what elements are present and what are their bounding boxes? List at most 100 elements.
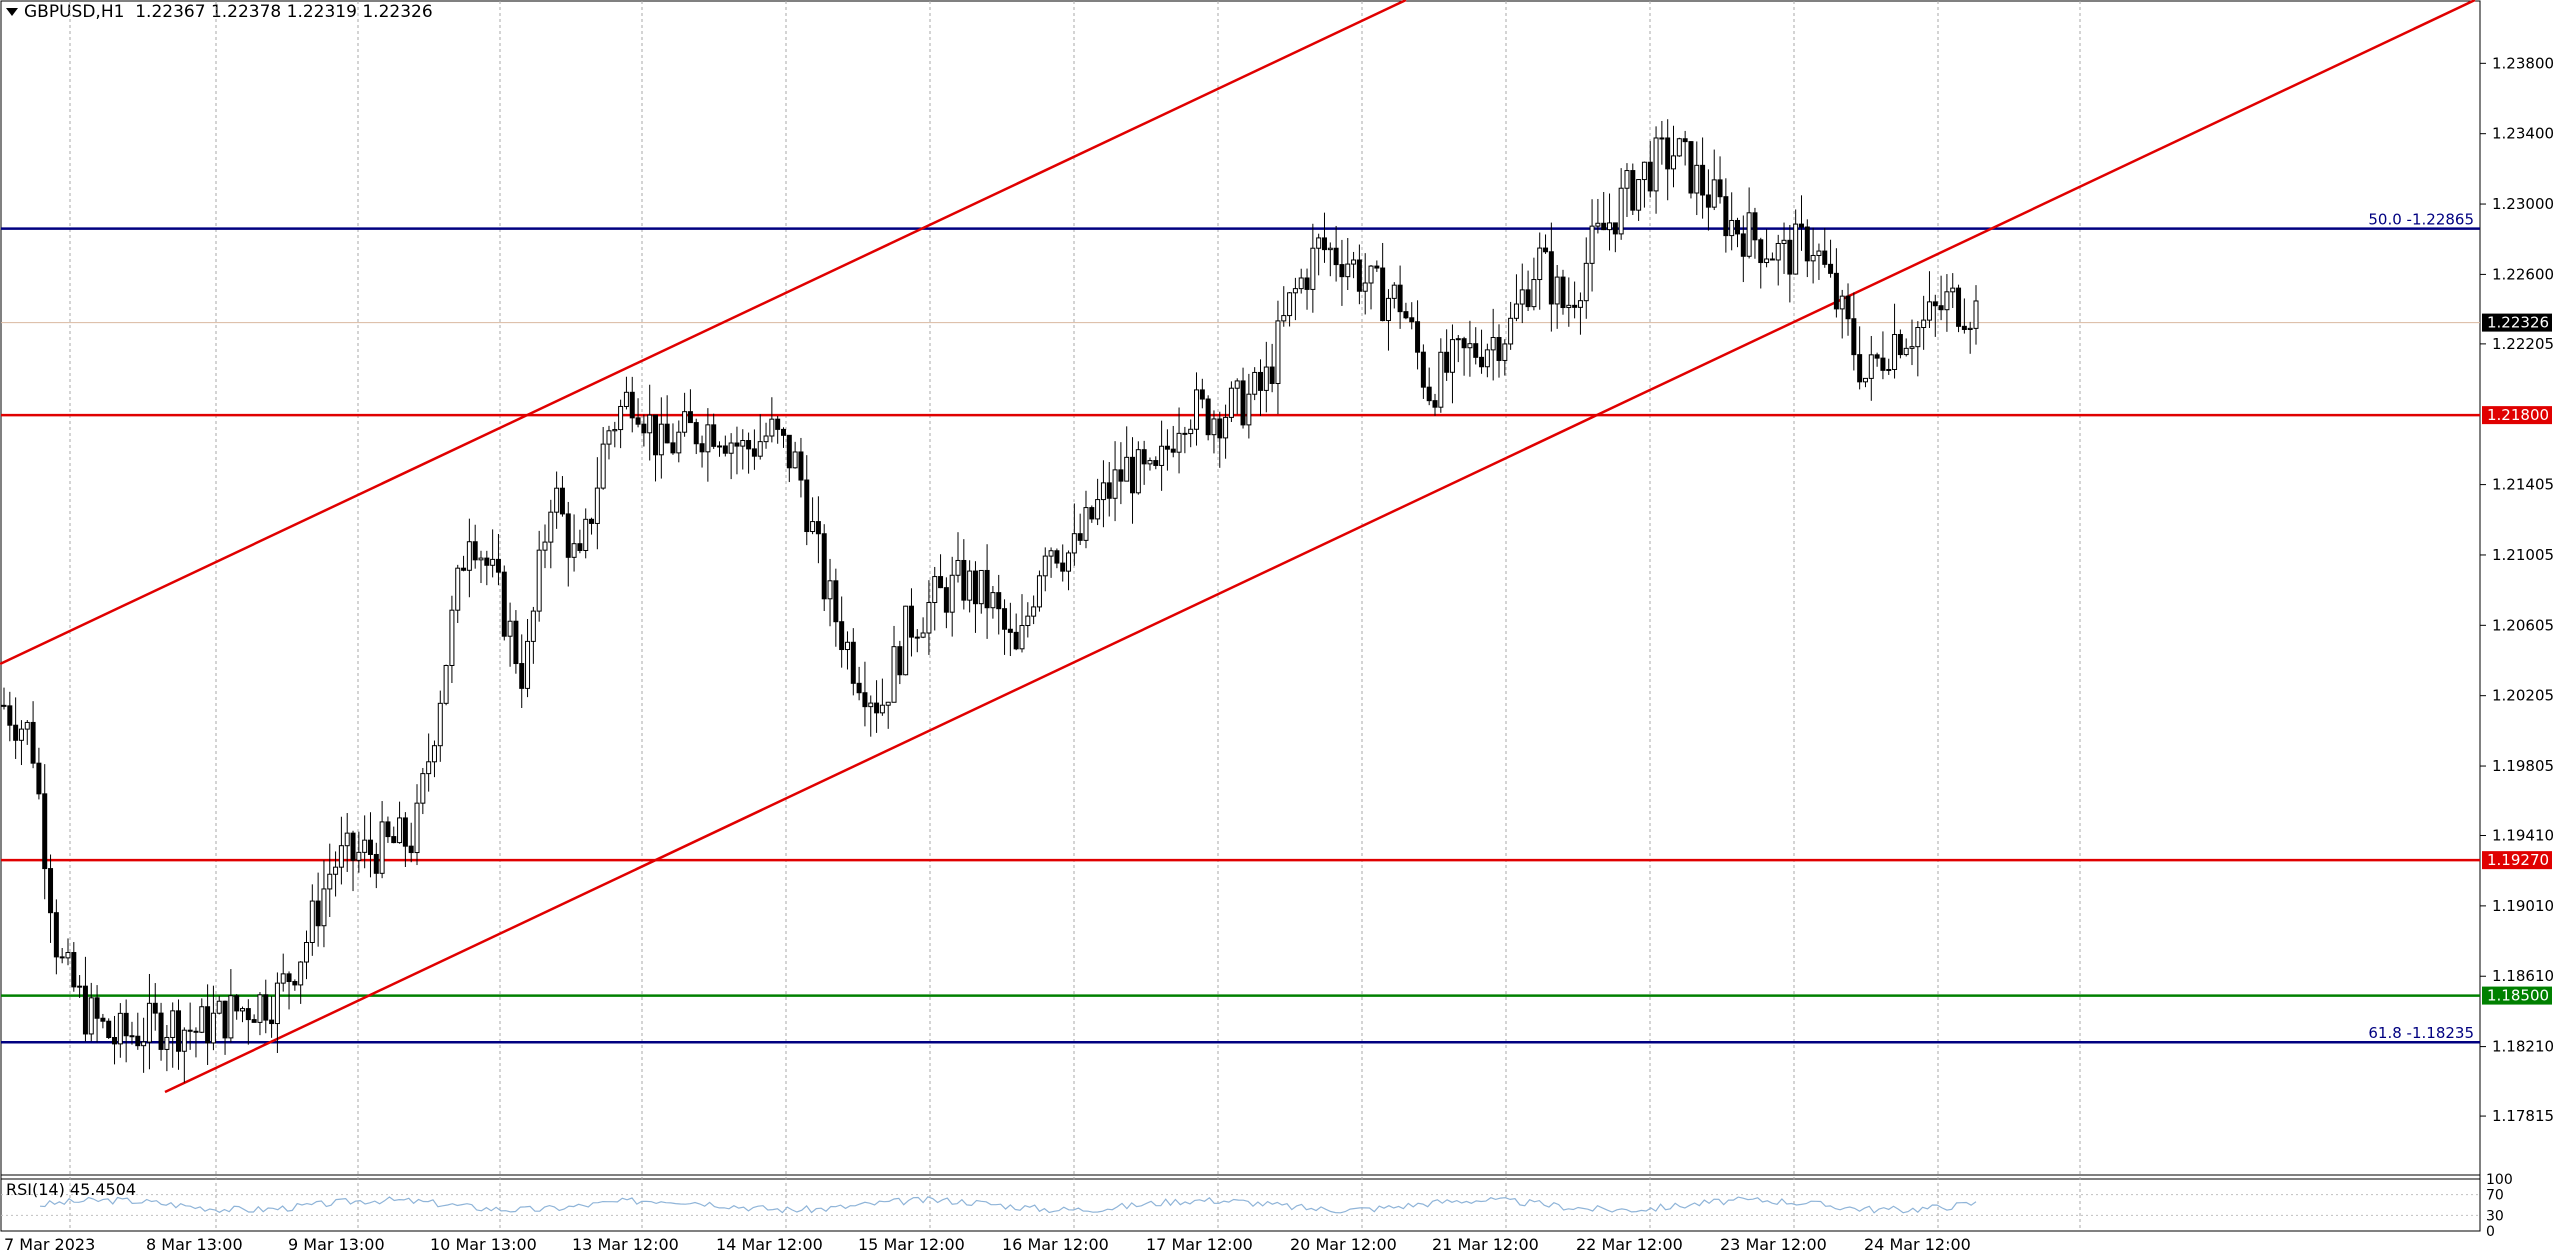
candle-body [181, 1029, 187, 1052]
candle-body [1711, 179, 1717, 208]
candle-body [286, 973, 292, 983]
candle-body [961, 559, 967, 601]
candle-body [269, 1019, 275, 1025]
candle-body [682, 411, 688, 433]
candle-body [1036, 575, 1042, 608]
candle-body [333, 866, 339, 875]
price-label: 1.18610 [2492, 967, 2554, 985]
candle-body [1676, 138, 1682, 157]
candle-body [1961, 325, 1967, 330]
channel-lower-line[interactable] [164, 0, 2476, 1094]
candle-body [1909, 346, 1915, 349]
candle-body [1583, 262, 1589, 302]
candle-body [117, 1012, 123, 1045]
candle-body [1298, 277, 1304, 290]
candle-body [1653, 137, 1659, 192]
chevron-down-icon[interactable] [6, 8, 18, 16]
candle-body [251, 1019, 257, 1023]
candle-body [420, 773, 426, 804]
candle-body [1083, 507, 1089, 541]
price-label: 1.17815 [2492, 1107, 2554, 1125]
candle-body [1106, 482, 1112, 499]
candle-body [1368, 265, 1374, 284]
candle-body [1548, 251, 1554, 305]
candle-body [1868, 354, 1874, 379]
candle-body [1956, 287, 1962, 327]
candle-body [571, 543, 577, 558]
candle-body [1839, 295, 1845, 310]
candle-body [1938, 305, 1944, 311]
candle-body [1665, 137, 1671, 170]
candle-body [862, 692, 868, 708]
candle-body [437, 702, 443, 747]
candle-body [234, 995, 240, 1012]
candle-body [344, 832, 350, 847]
candle-body [1112, 469, 1118, 499]
candle-body [1159, 445, 1165, 466]
candle-body [321, 888, 327, 927]
time-label: 13 Mar 12:00 [572, 1235, 679, 1254]
candle-body [1880, 357, 1886, 371]
price-label: 1.18210 [2492, 1038, 2554, 1056]
price-label: 1.21405 [2492, 476, 2554, 494]
candle-body [821, 533, 827, 600]
candle-body [891, 646, 897, 703]
candle-body [577, 543, 583, 551]
candle-body [1624, 170, 1630, 189]
time-label: 20 Mar 12:00 [1290, 1235, 1397, 1254]
candle-body [1717, 179, 1723, 198]
candle-body [222, 1000, 228, 1039]
price-label: 1.22600 [2492, 265, 2554, 283]
time-label: 9 Mar 13:00 [288, 1235, 385, 1254]
candle-body [1002, 608, 1008, 630]
candle-body [466, 541, 472, 571]
candle-body [996, 592, 1002, 610]
price-label: 1.19805 [2492, 757, 2554, 775]
candle-body [1403, 311, 1409, 319]
time-label: 21 Mar 12:00 [1432, 1235, 1539, 1254]
candle-body [53, 912, 59, 958]
candle-body [94, 997, 100, 1019]
candle-body [705, 424, 711, 453]
candle-body [1118, 469, 1124, 482]
candle-body [1467, 343, 1473, 349]
candle-body [1385, 297, 1391, 322]
chart-frame [0, 0, 2481, 1232]
candle-body [850, 641, 856, 684]
candle-body [629, 391, 635, 419]
candle-body [210, 1012, 216, 1044]
candle-body [1572, 304, 1578, 308]
rsi-axis-label: 70 [2486, 1188, 2504, 1204]
candle-body [205, 1006, 211, 1044]
candle-body [1764, 258, 1770, 264]
candle-body [356, 851, 362, 861]
candle-body [1211, 418, 1217, 436]
candle-body [1636, 179, 1642, 211]
candle-body [932, 576, 938, 604]
candle-body [1310, 247, 1316, 290]
channel-upper-line[interactable] [0, 0, 1407, 666]
candle-body [746, 440, 752, 450]
price-badge [2482, 406, 2552, 425]
candle-body [1153, 460, 1159, 466]
candle-body [769, 418, 775, 437]
candle-body [879, 704, 885, 714]
candle-body [135, 1035, 141, 1047]
candle-body [757, 441, 763, 457]
candle-body [955, 559, 961, 576]
candle-body [1444, 351, 1450, 373]
price-axis: 1.23800 1.23400 1.23000 1.22600 1.22205 1.214… [2480, 54, 2554, 1125]
candle-body [1566, 304, 1572, 309]
candle-body [1659, 137, 1665, 140]
candle-body [373, 853, 379, 874]
rsi-line [39, 1196, 1977, 1214]
candle-body [1025, 615, 1031, 627]
candle-body [530, 610, 536, 642]
candle-body [1054, 550, 1060, 564]
candle-body [303, 942, 309, 963]
candle-body [141, 1041, 147, 1047]
trend-channel[interactable] [0, 0, 2476, 1094]
candle-body [240, 1008, 246, 1012]
